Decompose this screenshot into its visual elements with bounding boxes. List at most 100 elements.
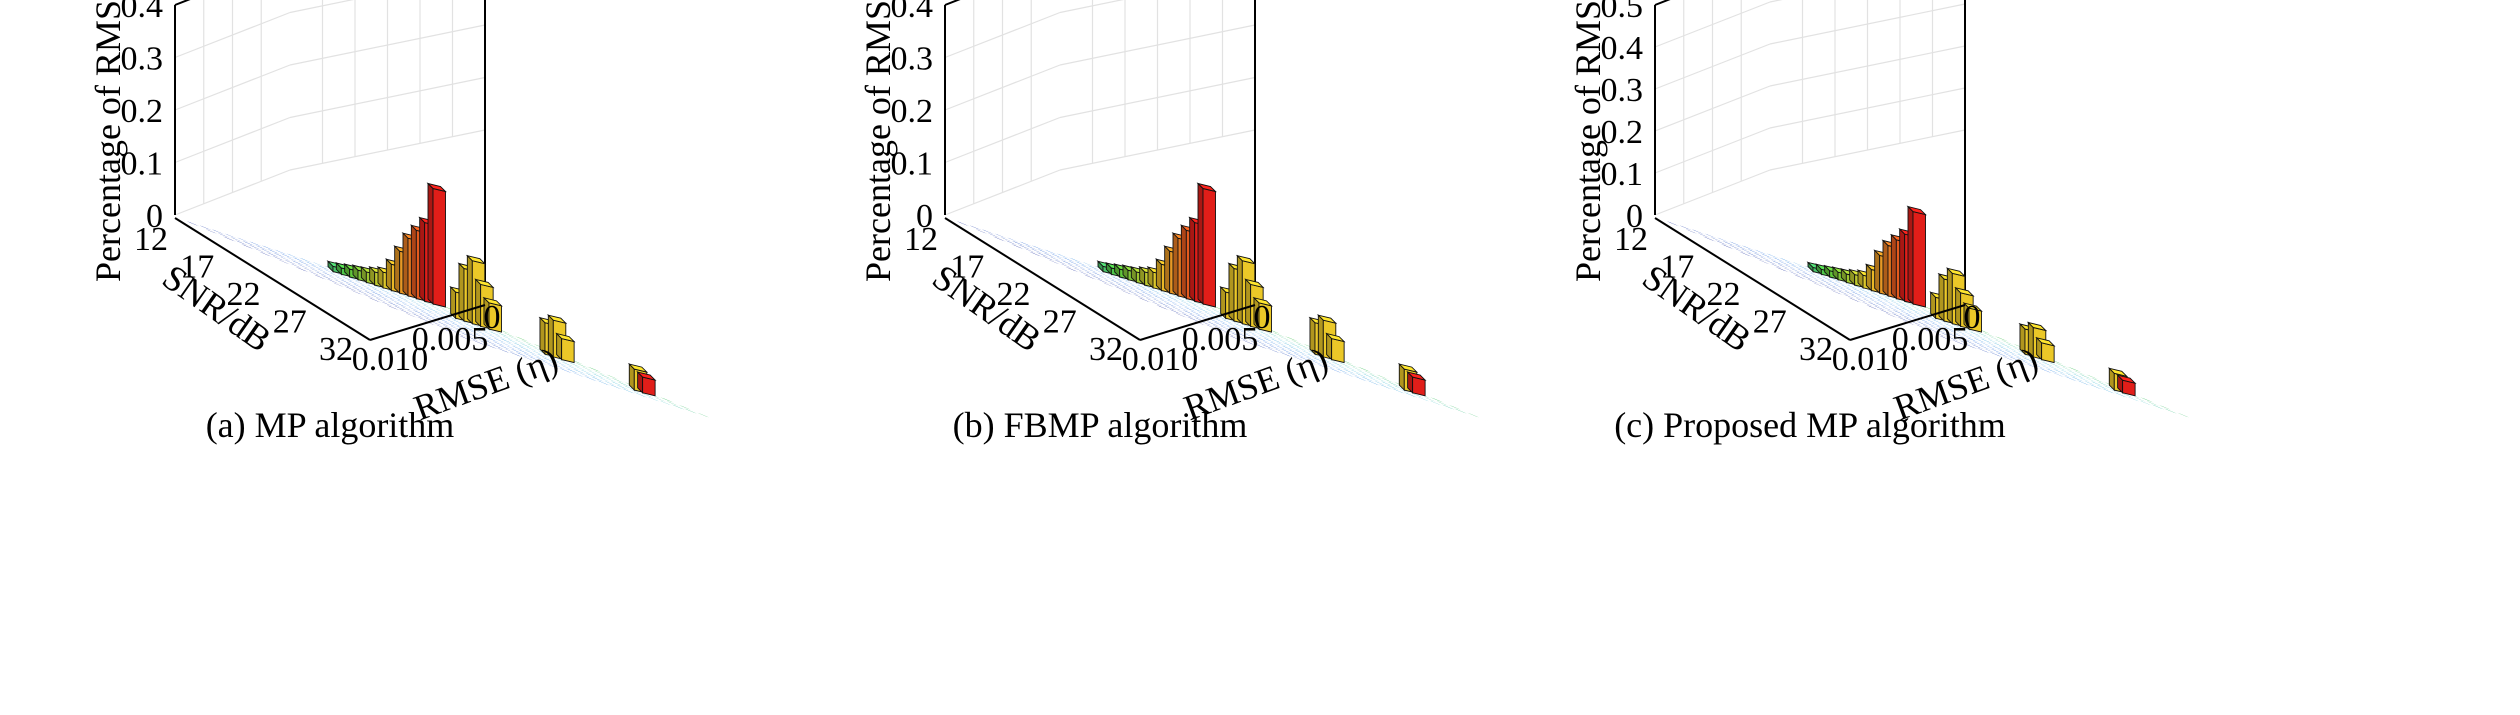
bar-side bbox=[466, 254, 473, 325]
panel-caption: (b) FBMP algorithm bbox=[953, 405, 1248, 445]
bar-top bbox=[426, 182, 447, 193]
floor-tile bbox=[1457, 408, 1489, 422]
bar-top bbox=[1397, 363, 1419, 373]
floor-tile bbox=[687, 408, 719, 422]
bar-top bbox=[1244, 278, 1265, 289]
rmse-tick-label: 0.005 bbox=[1182, 321, 1259, 358]
bar-top bbox=[1196, 182, 1217, 193]
bar-top bbox=[2107, 367, 2129, 378]
z-tick-label: 0.2 bbox=[1601, 114, 1644, 151]
rmse-tick-label: 0.005 bbox=[412, 321, 489, 358]
bar-side bbox=[1938, 272, 1945, 323]
panel-proposed-mp: 00.10.20.30.40.512172227320.0100.0050Per… bbox=[1568, 0, 2199, 445]
z-tick-label: 0 bbox=[146, 198, 163, 235]
bar-top bbox=[627, 363, 649, 373]
snr-axis-line bbox=[1654, 217, 1851, 341]
snr-tick-label: 17 bbox=[1660, 249, 1694, 286]
bar-top bbox=[1962, 302, 1983, 312]
bar-top bbox=[546, 314, 568, 324]
snr-tick-label: 32 bbox=[1089, 331, 1123, 368]
bar bbox=[1912, 211, 1926, 308]
snr-tick-label: 22 bbox=[997, 276, 1031, 313]
bar bbox=[1202, 187, 1216, 308]
bar-top bbox=[1945, 267, 1967, 278]
snr-tick-label: 22 bbox=[227, 276, 261, 313]
bar-top bbox=[1252, 297, 1273, 307]
bar-side bbox=[402, 232, 409, 297]
z-axis-label: Percentage of RMSE bbox=[858, 0, 898, 282]
bar-top bbox=[482, 297, 503, 307]
bar-side bbox=[1946, 267, 1953, 325]
snr-axis-line bbox=[174, 217, 371, 341]
bar bbox=[1331, 338, 1345, 364]
z-tick-label: 0.4 bbox=[1601, 30, 1644, 67]
bar-top bbox=[1954, 286, 1975, 297]
snr-tick-label: 17 bbox=[180, 249, 214, 286]
rmse-axis-line bbox=[1139, 304, 1256, 341]
panel-fbmp: 00.10.20.30.412172227320.0100.0050Percen… bbox=[858, 0, 1489, 445]
z-tick-label: 0.1 bbox=[891, 146, 934, 183]
bar-side bbox=[1874, 249, 1881, 295]
z-axis-label: Percentage of RMSE bbox=[1568, 0, 1608, 282]
bar-top bbox=[2026, 321, 2048, 332]
bar-top bbox=[1906, 205, 1927, 216]
bar bbox=[561, 338, 575, 364]
floor-tile bbox=[2167, 408, 2199, 422]
rmse-tick-label: 0 bbox=[1964, 299, 1981, 336]
bar-top bbox=[636, 371, 657, 381]
snr-tick-label: 27 bbox=[1043, 304, 1077, 341]
panel-mp: 00.10.20.30.412172227320.0100.0050Percen… bbox=[88, 0, 719, 445]
z-tick-label: 0.4 bbox=[891, 0, 934, 25]
bar-top bbox=[474, 278, 495, 289]
rmse-tick-label: 0 bbox=[1254, 299, 1271, 336]
bar-top bbox=[465, 254, 487, 265]
bar-top bbox=[555, 332, 576, 343]
bar-side bbox=[1180, 224, 1187, 300]
z-tick-label: 0.4 bbox=[121, 0, 164, 25]
bar-top bbox=[1235, 254, 1257, 265]
panel-caption: (a) MP algorithm bbox=[206, 405, 455, 445]
snr-tick-label: 12 bbox=[904, 221, 938, 258]
rmse-axis-line bbox=[1849, 304, 1966, 341]
z-tick-label: 0.2 bbox=[121, 93, 164, 130]
snr-tick-label: 17 bbox=[950, 249, 984, 286]
rmse-tick-label: 0.010 bbox=[1122, 341, 1199, 378]
snr-tick-label: 12 bbox=[134, 221, 168, 258]
bar-side bbox=[394, 245, 401, 295]
snr-tick-label: 22 bbox=[1707, 276, 1741, 313]
bar-side bbox=[1907, 205, 1914, 306]
snr-tick-label: 12 bbox=[1614, 221, 1648, 258]
bar-side bbox=[1899, 228, 1906, 303]
rmse-tick-label: 0.010 bbox=[1832, 341, 1909, 378]
z-tick-label: 0.5 bbox=[1601, 0, 1644, 25]
rmse-axis-line bbox=[369, 304, 486, 341]
z-tick-label: 0 bbox=[916, 198, 933, 235]
bar-top bbox=[1325, 332, 1346, 343]
snr-tick-label: 27 bbox=[1753, 304, 1787, 341]
bar-side bbox=[427, 182, 434, 306]
bar-side bbox=[1890, 233, 1897, 300]
bar-side bbox=[1236, 254, 1243, 325]
z-tick-label: 0.3 bbox=[121, 41, 164, 78]
bar bbox=[432, 187, 446, 308]
z-tick-label: 0 bbox=[1626, 198, 1643, 235]
bar-side bbox=[475, 278, 482, 328]
z-tick-label: 0.1 bbox=[121, 146, 164, 183]
z-tick-label: 0.3 bbox=[1601, 72, 1644, 109]
snr-tick-label: 32 bbox=[319, 331, 353, 368]
bar-top bbox=[1316, 314, 1338, 324]
bar-side bbox=[1164, 245, 1171, 295]
z-tick-label: 0.3 bbox=[891, 41, 934, 78]
snr-axis-line bbox=[944, 217, 1141, 341]
rmse-tick-label: 0.010 bbox=[352, 341, 429, 378]
bar-side bbox=[1189, 216, 1196, 303]
panel-caption: (c) Proposed MP algorithm bbox=[1614, 405, 2006, 445]
z-tick-label: 0.2 bbox=[891, 93, 934, 130]
bar-side bbox=[410, 224, 417, 300]
rmse-tick-label: 0.005 bbox=[1892, 321, 1969, 358]
bar-side bbox=[1172, 232, 1179, 297]
bar-top bbox=[2116, 374, 2137, 385]
snr-tick-label: 27 bbox=[273, 304, 307, 341]
